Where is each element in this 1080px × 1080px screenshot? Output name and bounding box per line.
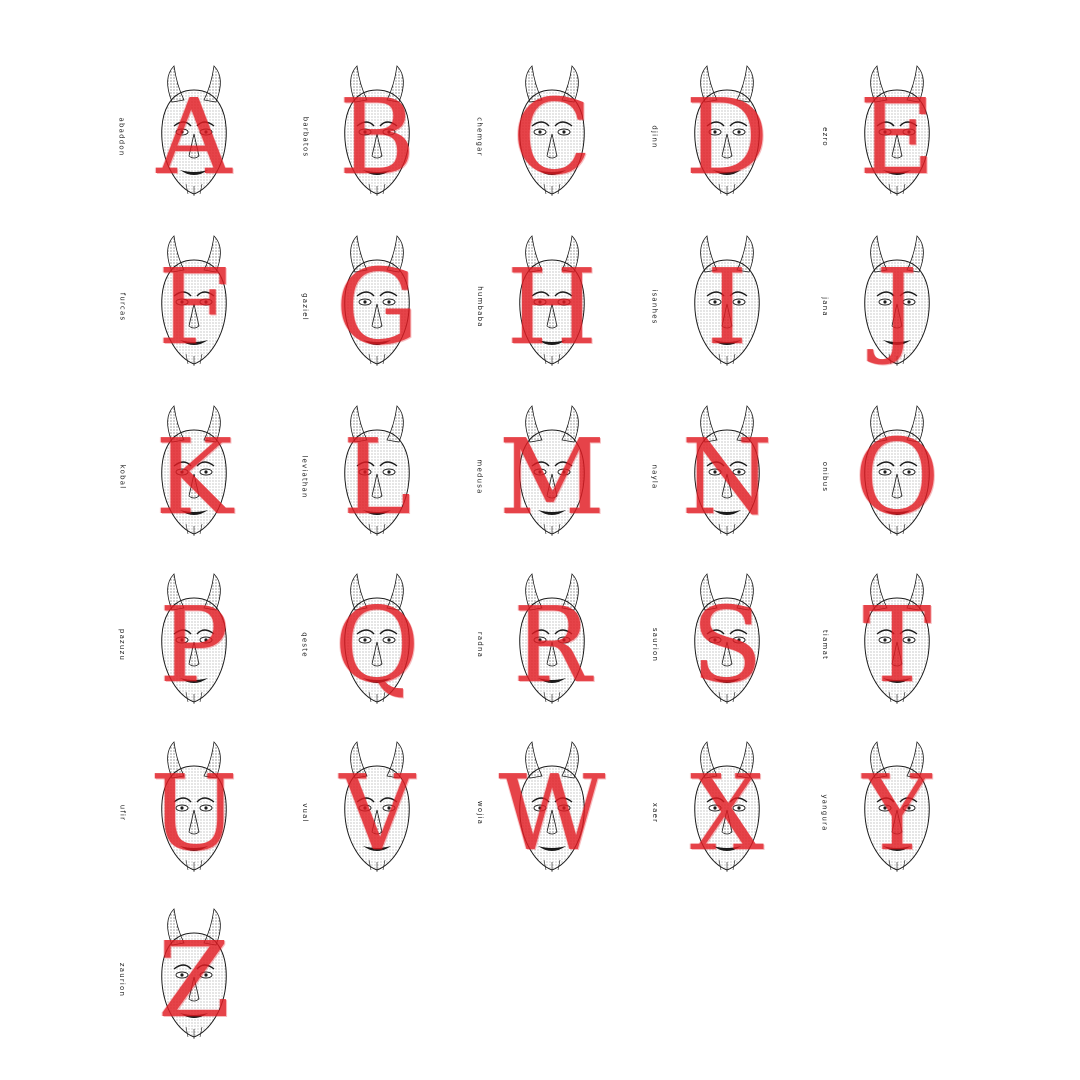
glyph-cell-r: radna (470, 570, 640, 720)
glyph-name: tiamat (821, 629, 830, 661)
glyph-cell-u: ufir (112, 738, 282, 888)
glyph-name: medusa (476, 459, 484, 495)
beast-mask-icon (667, 738, 787, 888)
glyph-cell-w: wojia (470, 738, 640, 888)
glyph-name: qeste (301, 632, 310, 658)
fanged-horn-mask-icon (667, 402, 787, 552)
glyph-name: gaziel (301, 293, 309, 321)
glyph-name: saurion (651, 627, 660, 663)
spiked-grinning-mask-icon (317, 62, 437, 212)
feathered-mask-icon (837, 570, 957, 720)
glyph-cell-f: furcas (112, 232, 282, 382)
glyph-cell-c: chemgar (470, 62, 640, 212)
glyph-cell-o: onibus (815, 402, 985, 552)
long-bearded-mask-icon (134, 232, 254, 382)
glyph-name: chemgar (476, 117, 485, 157)
glyph-name: abaddon (118, 117, 126, 157)
ram-horned-mask-icon (134, 570, 254, 720)
third-eye-mask-icon (667, 62, 787, 212)
pointed-crest-mask-icon (492, 62, 612, 212)
eared-beast-mask-icon (667, 232, 787, 382)
spiked-halo-mask-icon (317, 570, 437, 720)
glyph-cell-k: kobal (112, 402, 282, 552)
glyph-name: radna (476, 631, 484, 659)
glyph-cell-g: gaziel (295, 232, 465, 382)
glyph-cell-n: nayla (645, 402, 815, 552)
horned-skull-mask-icon (134, 402, 254, 552)
crested-mask-icon (134, 738, 254, 888)
glyph-name: jana (820, 297, 829, 317)
serpent-crown-mask-icon (317, 738, 437, 888)
glyph-name: wojia (476, 800, 484, 826)
glyph-cell-l: leviathan (295, 402, 465, 552)
glyph-name: xaer (651, 802, 660, 824)
glyph-cell-t: tiamat (815, 570, 985, 720)
glyph-name: furcas (118, 292, 126, 322)
two-faced-mask-icon (837, 232, 957, 382)
glyph-name: ufir (118, 804, 126, 822)
glyph-name: zaurion (118, 962, 126, 998)
long-snout-mask-icon (492, 570, 612, 720)
glyph-cell-v: vual (295, 738, 465, 888)
glyph-cell-q: qeste (295, 570, 465, 720)
glyph-name: kobal (118, 464, 127, 490)
glyph-name: djinn (651, 125, 659, 149)
crowned-bearded-mask-icon (837, 62, 957, 212)
glyph-cell-i: isanhes (645, 232, 815, 382)
glyph-name: leviathan (301, 455, 309, 499)
glyph-cell-d: djinn (645, 62, 815, 212)
split-face-mask-icon (134, 905, 254, 1055)
serpent-hair-mask-icon (492, 402, 612, 552)
glyph-cell-p: pazuzu (112, 570, 282, 720)
glyph-cell-a: abaddon (112, 62, 282, 212)
earringed-mask-icon (492, 738, 612, 888)
glyph-name: pazuzu (118, 628, 126, 662)
hooded-mask-icon (317, 232, 437, 382)
bearded-sage-mask-icon (837, 738, 957, 888)
glyph-name: barbatos (301, 116, 309, 158)
glyph-cell-x: xaer (645, 738, 815, 888)
glyph-cell-e: ezro (815, 62, 985, 212)
glyph-cell-s: saurion (645, 570, 815, 720)
glyph-cell-z: zaurion (112, 905, 282, 1055)
glyph-name: onibus (821, 461, 829, 493)
glyph-name: yangura (821, 794, 830, 832)
glyph-name: humbaba (476, 286, 484, 328)
glyph-name: ezro (820, 127, 829, 147)
horned-demon-mask-icon (134, 62, 254, 212)
glyph-cell-b: barbatos (295, 62, 465, 212)
glyph-cell-m: medusa (470, 402, 640, 552)
split-face-mask-icon (667, 570, 787, 720)
glyph-name: vual (301, 803, 309, 823)
oni-horned-mask-icon (837, 402, 957, 552)
glyph-cell-j: jana (815, 232, 985, 382)
glyph-name: nayla (651, 464, 660, 490)
glyph-cell-h: humbaba (470, 232, 640, 382)
glyph-name: isanhes (651, 289, 660, 325)
screaming-mask-icon (492, 232, 612, 382)
glyph-cell-y: yangura (815, 738, 985, 888)
dragon-head-icon (317, 402, 437, 552)
